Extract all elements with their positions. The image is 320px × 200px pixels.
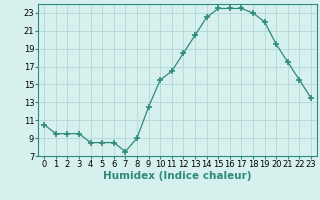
X-axis label: Humidex (Indice chaleur): Humidex (Indice chaleur) xyxy=(103,171,252,181)
